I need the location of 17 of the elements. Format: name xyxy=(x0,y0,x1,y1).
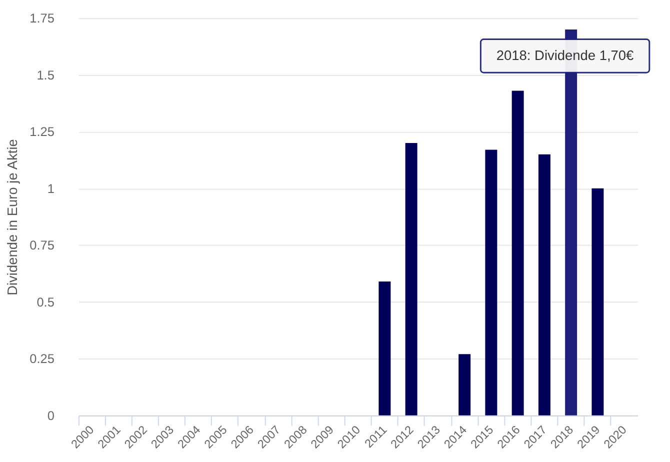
annotation: 2018: Dividende 1,70€ xyxy=(496,48,634,63)
bar xyxy=(458,354,471,416)
bar xyxy=(592,188,604,416)
y-tick-label: 0.75 xyxy=(30,238,54,253)
bar xyxy=(378,281,391,416)
y-tick-label: 0.5 xyxy=(36,294,54,310)
bar xyxy=(405,142,418,416)
y-tick-label: 0 xyxy=(47,408,54,423)
y-axis-title: Dividende in Euro je Aktie xyxy=(4,138,20,296)
y-tick-label: 1.75 xyxy=(30,10,54,26)
y-tick-label: 1.5 xyxy=(36,67,54,82)
bar xyxy=(538,154,550,416)
bar xyxy=(512,90,524,416)
bar xyxy=(485,150,498,416)
y-tick-label: 0.25 xyxy=(30,351,54,366)
y-tick-label: 1 xyxy=(47,180,54,196)
y-tick-label: 1.25 xyxy=(30,124,54,140)
